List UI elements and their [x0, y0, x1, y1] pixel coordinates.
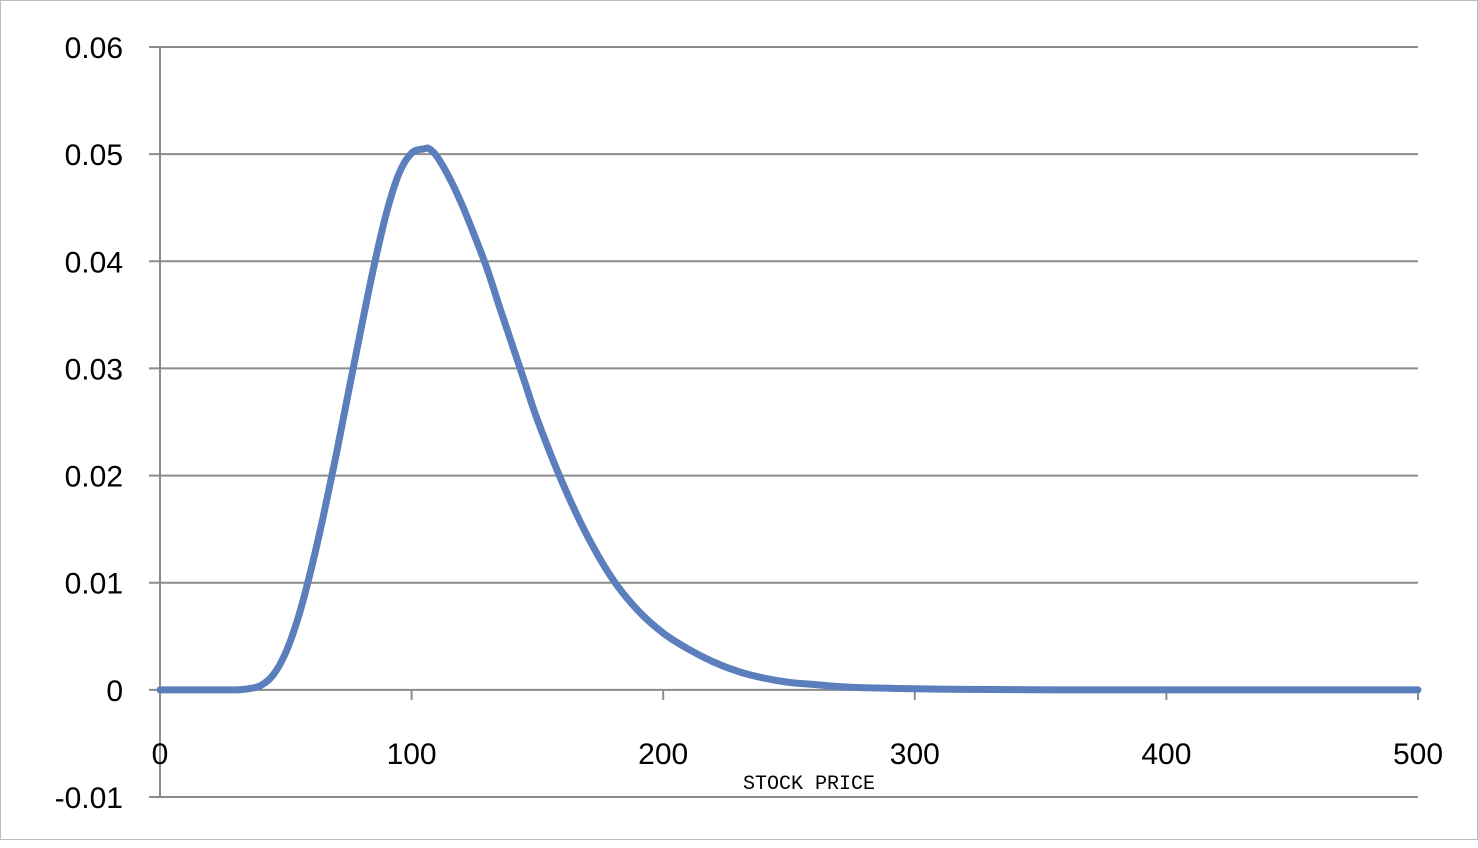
x-tick-label: 300 — [890, 738, 940, 771]
y-tick-label: 0.06 — [65, 32, 123, 65]
y-tick-label: 0.02 — [65, 461, 123, 494]
y-tick-label: -0.01 — [55, 782, 123, 815]
x-tick-label: 100 — [387, 738, 437, 771]
y-tick-label: 0.03 — [65, 353, 123, 386]
y-tick-label: 0.01 — [65, 568, 123, 601]
series-line — [156, 144, 1422, 694]
x-tick-label: 200 — [638, 738, 688, 771]
x-tick-label: 400 — [1141, 738, 1191, 771]
x-tick-label: 500 — [1393, 738, 1443, 771]
y-tick-label: 0.04 — [65, 246, 123, 279]
y-tick-label: 0.05 — [65, 139, 123, 172]
x-axis-label: STOCK PRICE — [743, 773, 875, 796]
y-tick-label: 0 — [106, 675, 123, 708]
x-tick-label: 0 — [152, 738, 169, 771]
